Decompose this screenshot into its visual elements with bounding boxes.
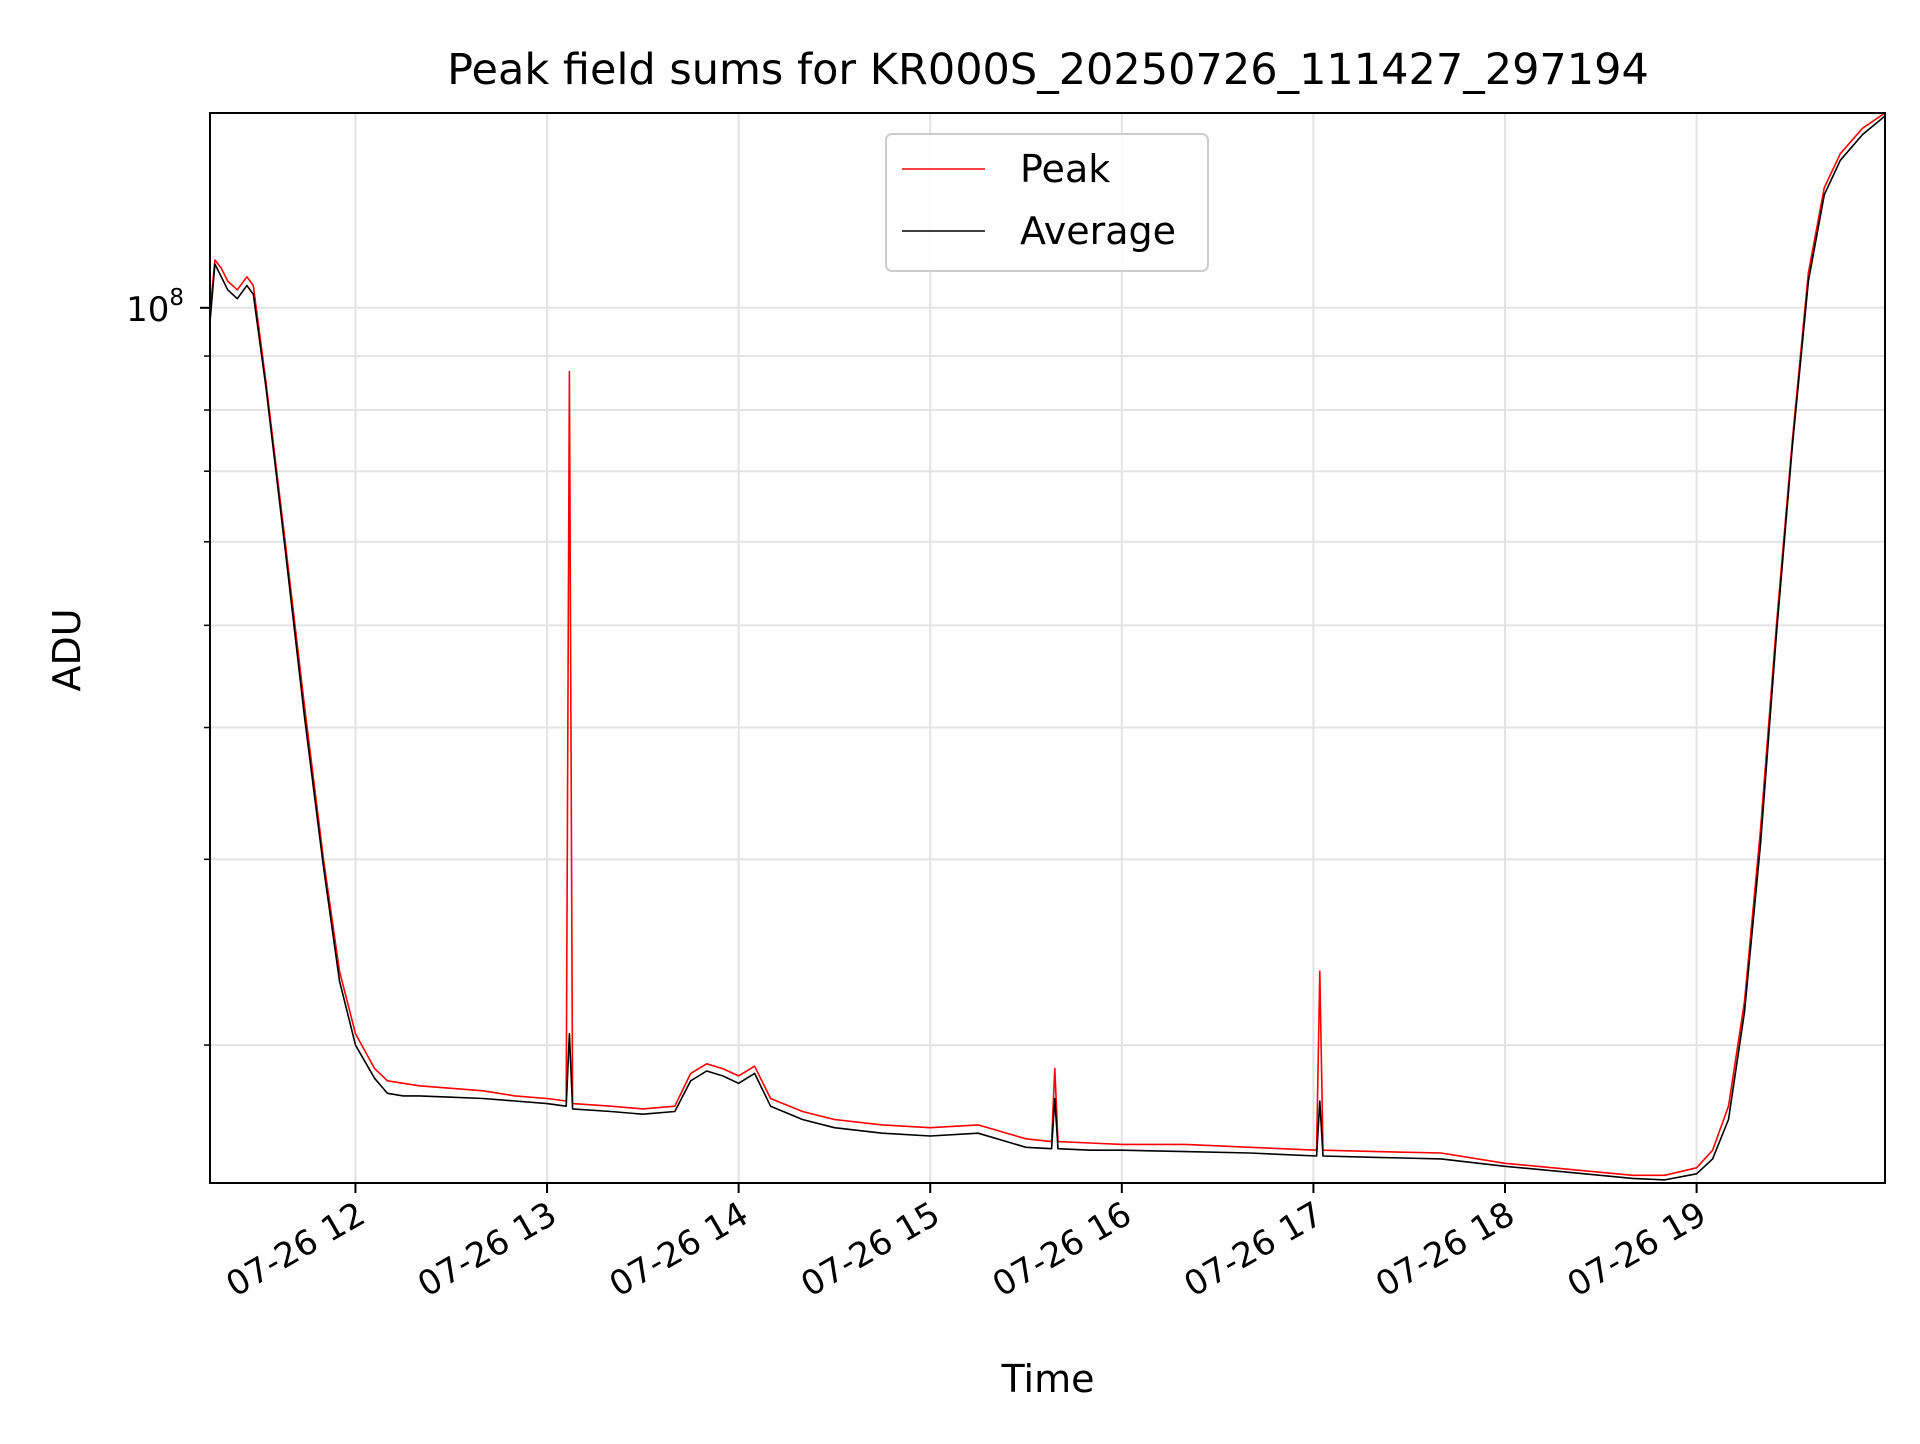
y-axis-ticks: 108 [126,285,210,1046]
x-axis-label: Time [1001,1357,1095,1401]
series-line-peak [209,112,1886,1177]
legend: Peak Average [885,133,1209,272]
legend-label-average: Average [1020,209,1176,253]
grid-lines [210,113,1885,1183]
series-line-average [209,115,1886,1181]
legend-label-peak: Peak [1020,147,1110,191]
plot-area-frame [209,112,1886,1184]
series-layer [209,112,1886,1181]
y-axis-label: ADU [45,608,89,691]
chart-title: Peak field sums for KR000S_20250726_1114… [447,45,1649,95]
y-tick-label: 108 [126,285,184,330]
